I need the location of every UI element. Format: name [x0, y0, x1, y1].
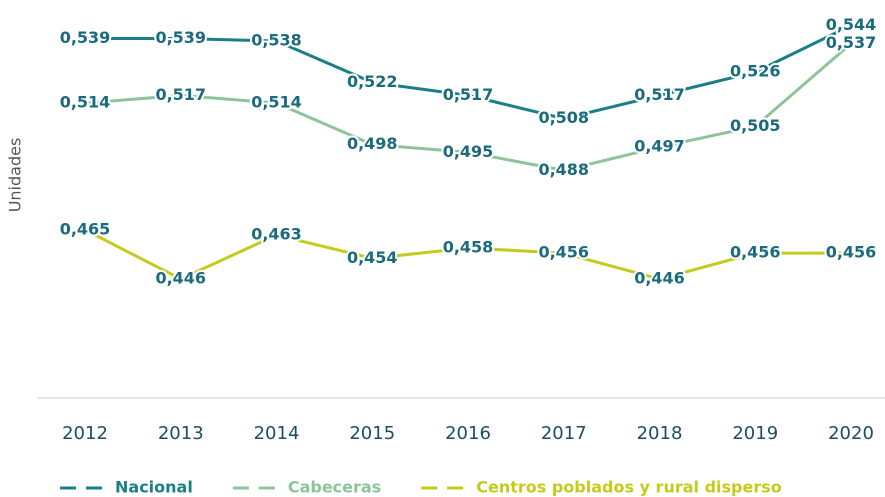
- x-tick-label: 2014: [254, 423, 300, 444]
- series-line: [85, 24, 852, 121]
- value-label: 0,526: [730, 62, 781, 81]
- series-line: [84, 42, 852, 172]
- value-label: 0,517: [443, 85, 494, 104]
- x-tick-label: 2016: [445, 423, 491, 444]
- value-label: 0,522: [347, 72, 398, 91]
- series-line: [84, 228, 851, 281]
- legend-label: Nacional: [115, 478, 193, 497]
- value-label: 0,465: [60, 219, 111, 238]
- value-label: 0,538: [251, 31, 302, 50]
- value-label: 0,456: [538, 243, 589, 262]
- value-label: 0,458: [443, 237, 494, 256]
- value-label: 0,537: [826, 33, 877, 52]
- legend-label: Cabeceras: [288, 478, 381, 497]
- value-label: 0,456: [826, 243, 877, 262]
- x-tick-label: 2012: [62, 423, 108, 444]
- x-tick-label: 2013: [158, 423, 204, 444]
- value-label: 0,488: [538, 160, 589, 179]
- x-tick-label: 2015: [349, 423, 395, 444]
- value-label: 0,456: [730, 243, 781, 262]
- value-label: 0,544: [826, 15, 877, 34]
- value-label: 0,505: [730, 116, 781, 135]
- value-label: 0,514: [60, 93, 111, 112]
- value-label: 0,446: [155, 269, 206, 288]
- legend-label: Centros poblados y rural disperso: [476, 478, 782, 497]
- value-label: 0,508: [538, 108, 589, 127]
- x-tick-label: 2020: [828, 423, 874, 444]
- value-label: 0,517: [634, 85, 685, 104]
- value-label: 0,463: [251, 225, 302, 244]
- value-label: 0,495: [443, 142, 494, 161]
- value-label: 0,446: [634, 269, 685, 288]
- x-tick-label: 2018: [637, 423, 683, 444]
- value-label: 0,514: [251, 93, 302, 112]
- value-label: 0,539: [60, 28, 111, 47]
- x-tick-label: 2017: [541, 423, 587, 444]
- value-label: 0,517: [155, 85, 206, 104]
- y-axis-label: Unidades: [6, 138, 25, 213]
- x-tick-label: 2019: [732, 423, 778, 444]
- value-label: 0,539: [155, 28, 206, 47]
- value-label: 0,498: [347, 134, 398, 153]
- value-label: 0,497: [634, 137, 685, 156]
- value-label: 0,454: [347, 248, 398, 267]
